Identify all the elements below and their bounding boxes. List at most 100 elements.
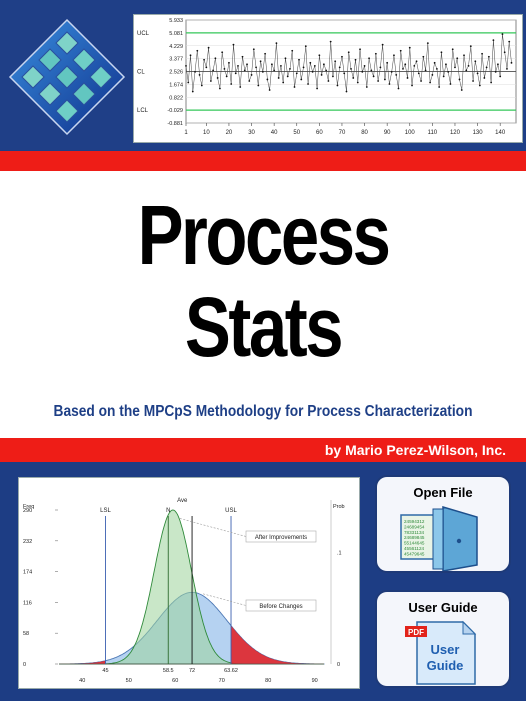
app-title-line1: Process	[137, 188, 391, 282]
control-chart-point	[449, 83, 452, 85]
control-chart-y-tick: 5.081	[169, 31, 183, 37]
control-chart-x-tick: 30	[248, 130, 255, 136]
control-chart-point	[374, 52, 377, 55]
control-chart-point	[268, 89, 271, 91]
dist-line-label: LSL	[100, 508, 111, 514]
control-chart-point	[221, 51, 224, 54]
control-chart-x-tick: 60	[316, 130, 323, 136]
control-chart-point	[454, 66, 456, 69]
open-file-data-line: 24689454	[404, 524, 425, 529]
control-chart-point	[248, 80, 251, 82]
control-chart-point	[490, 81, 493, 84]
control-limit-label-cl: CL	[137, 70, 145, 76]
control-chart-point	[187, 81, 190, 84]
control-limit-label-ucl: UCL	[137, 31, 150, 37]
distribution-chart: Freq Prob Ave 290 232 174 116 58 0 .1 0 LSL N USL 45 58…	[18, 477, 360, 689]
control-chart-point	[483, 77, 486, 79]
control-chart-point	[424, 69, 427, 72]
logo-tile	[89, 65, 113, 89]
control-chart-point	[338, 66, 341, 69]
control-chart-point	[198, 74, 201, 76]
control-chart-point	[478, 84, 481, 87]
control-chart-point	[411, 84, 413, 87]
control-chart-point	[223, 67, 226, 70]
control-chart-point	[395, 74, 398, 76]
dist-line-label: N	[166, 508, 170, 514]
control-chart-point	[200, 84, 203, 87]
pdf-badge-text: PDF	[408, 628, 424, 637]
control-chart-point	[397, 87, 400, 90]
app-subtitle: Based on the MPCpS Methodology for Proce…	[53, 403, 473, 420]
control-chart-point	[255, 66, 257, 69]
dist-right-tick: 0	[337, 662, 340, 668]
control-chart-point	[381, 43, 384, 46]
control-chart-point	[261, 70, 264, 73]
control-chart-point	[501, 33, 504, 36]
dist-series-label: Before Changes	[259, 604, 302, 610]
open-file-data-line: 24594312	[404, 519, 425, 524]
control-chart-point	[379, 66, 382, 69]
control-chart-point	[485, 66, 488, 69]
control-chart-point	[259, 60, 262, 63]
control-chart-point	[503, 51, 506, 54]
dist-callout-box	[245, 530, 317, 543]
dist-y-tick: 232	[23, 539, 32, 545]
control-chart-point	[280, 64, 282, 67]
control-chart-x-tick: 40	[271, 130, 278, 136]
control-chart-point	[232, 43, 235, 46]
red-divider-top	[0, 151, 526, 171]
control-chart-x-tick: 110	[428, 130, 438, 136]
open-file-button[interactable]: Open File 24594312 24689454 78331134 246898…	[375, 475, 511, 573]
control-chart-point	[275, 42, 278, 45]
control-chart-point	[334, 60, 337, 63]
control-chart-point	[246, 63, 248, 66]
control-chart-point	[451, 48, 454, 51]
control-chart-x-tick: 100	[405, 130, 416, 136]
control-chart-point	[234, 72, 237, 75]
control-chart-point	[476, 72, 479, 75]
control-chart-point	[447, 70, 450, 73]
control-chart-point	[307, 83, 309, 85]
control-chart-point	[465, 69, 468, 72]
dist-value-label: 58.5	[163, 668, 174, 674]
control-chart-point	[291, 49, 294, 52]
control-chart-point	[472, 80, 474, 82]
dist-value-label: 72	[189, 668, 195, 674]
dist-line-label: USL	[225, 508, 237, 514]
control-chart-point	[408, 46, 411, 49]
control-chart-y-tick: 5.933	[169, 18, 183, 24]
user-guide-button[interactable]: User Guide PDF User Guide	[375, 590, 511, 688]
control-chart-point	[295, 72, 298, 75]
control-chart-point	[384, 78, 386, 81]
app-title-line2: Stats	[184, 280, 344, 374]
dist-right-axis-label: Prob	[333, 504, 345, 510]
control-chart-point	[435, 67, 438, 70]
dist-callout-leader	[203, 593, 247, 606]
control-chart-point	[494, 70, 497, 73]
logo-tile	[38, 82, 62, 106]
control-chart-point	[205, 66, 208, 69]
control-chart-point	[332, 75, 334, 78]
control-chart-x-tick: 90	[384, 130, 391, 136]
control-chart-point	[252, 48, 255, 51]
control-chart-x-tick: 120	[450, 130, 461, 136]
control-chart-point	[433, 61, 436, 64]
control-chart-point	[270, 63, 273, 66]
control-chart-point	[243, 69, 246, 72]
control-chart-point	[286, 75, 289, 78]
control-chart-point	[508, 40, 511, 43]
control-chart-point	[404, 63, 407, 66]
control-chart-y-tick: 2.526	[169, 70, 183, 76]
open-file-icon: 2459431224689454783311342468984555144645…	[400, 505, 478, 571]
open-file-data-line: 78331134	[404, 530, 425, 535]
logo-tile	[72, 82, 96, 106]
control-chart-point	[438, 86, 441, 88]
dist-y-tick: 174	[23, 570, 32, 576]
red-divider-bottom	[0, 438, 526, 462]
control-chart-point	[266, 78, 269, 81]
control-chart-point	[189, 54, 192, 57]
control-chart-point	[214, 57, 217, 60]
title-area	[0, 171, 526, 438]
control-chart-point	[386, 61, 389, 64]
control-limit-label-lcl: LCL	[137, 108, 149, 114]
